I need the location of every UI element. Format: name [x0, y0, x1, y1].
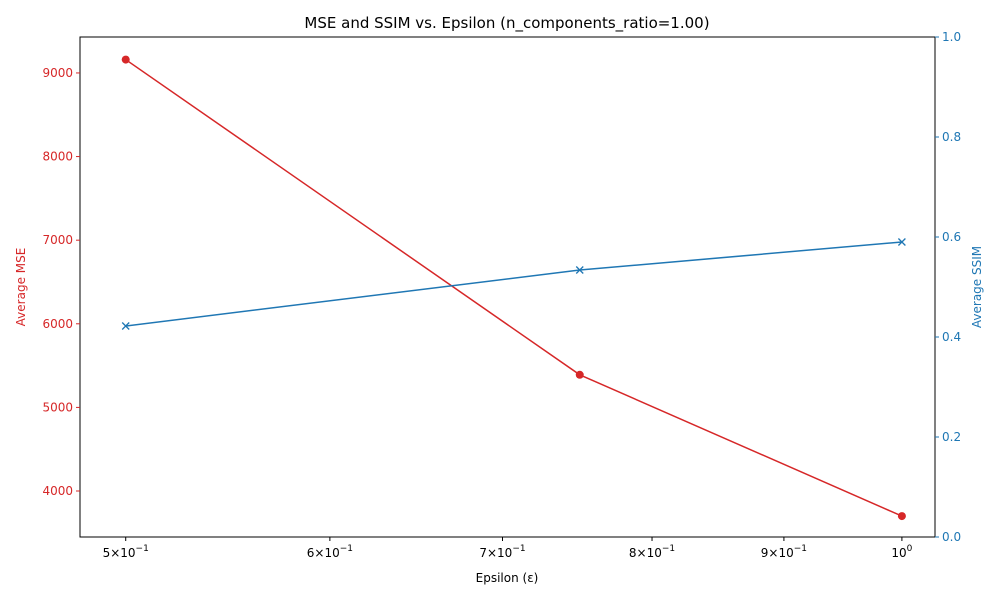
x-tick-label: 5×10−1 [103, 544, 149, 560]
plot-frame [79, 36, 936, 538]
mse-data-point [121, 55, 130, 64]
left-tick-label: 8000 [42, 150, 73, 164]
left-axis-label: Average MSE [14, 248, 28, 327]
ssim-data-point [575, 266, 584, 274]
left-tick-label: 4000 [42, 484, 73, 498]
right-tick-label: 0.8 [942, 130, 961, 144]
x-tick-label: 7×10−1 [479, 544, 525, 560]
right-tick-label: 0.2 [942, 430, 961, 444]
x-tick-label: 100 [891, 544, 912, 560]
x-axis: 5×10−1 6×10−1 7×10−1 8×10−1 9×10−1 100 [103, 537, 913, 560]
ssim-data-point [121, 322, 130, 330]
left-tick-label: 5000 [42, 400, 73, 414]
x-tick-label: 8×10−1 [629, 544, 675, 560]
x-axis-label: Epsilon (ε) [476, 571, 539, 585]
left-tick-label: 7000 [42, 233, 73, 247]
right-y-axis: 0.0 0.2 0.4 0.6 0.8 1.0 [935, 30, 961, 544]
mse-data-point [897, 512, 906, 521]
right-tick-label: 0.4 [942, 330, 961, 344]
left-tick-label: 6000 [42, 317, 73, 331]
ssim-series-line [125, 241, 902, 327]
right-tick-label: 0.6 [942, 230, 961, 244]
x-tick-label: 9×10−1 [761, 544, 807, 560]
plot-layer [121, 55, 906, 521]
mse-data-point [575, 370, 584, 379]
mse-series-line [125, 58, 903, 517]
chart-title: MSE and SSIM vs. Epsilon (n_components_r… [304, 14, 709, 33]
x-tick-label: 6×10−1 [307, 544, 353, 560]
right-tick-label: 0.0 [942, 530, 961, 544]
right-axis-label: Average SSIM [970, 246, 984, 328]
left-y-axis: 4000 5000 6000 7000 8000 9000 [42, 66, 80, 498]
right-tick-label: 1.0 [942, 30, 961, 44]
left-tick-label: 9000 [42, 66, 73, 80]
ssim-data-point [897, 238, 906, 246]
